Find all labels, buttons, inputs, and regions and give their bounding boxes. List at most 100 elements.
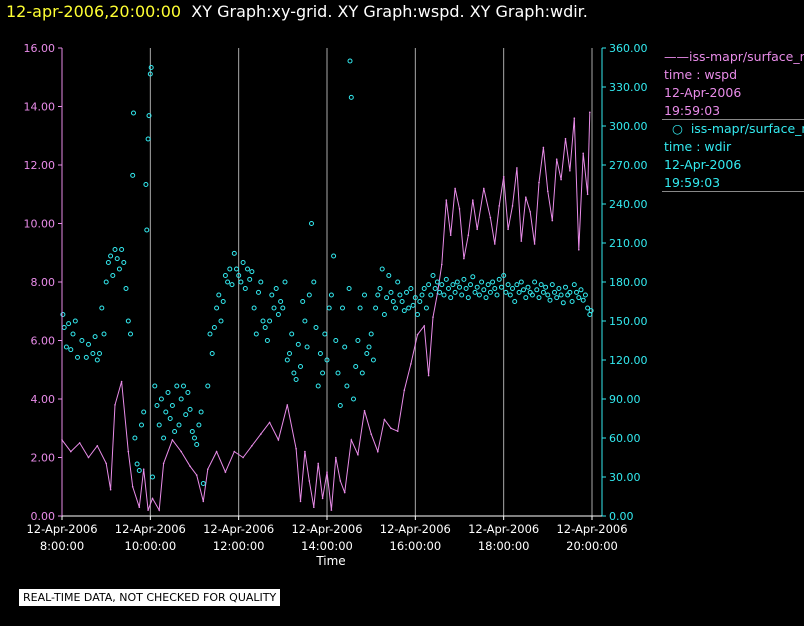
wspd-point bbox=[142, 468, 145, 471]
wdir-point bbox=[256, 289, 261, 295]
wdir-point bbox=[306, 292, 312, 298]
wspd-point bbox=[489, 216, 492, 219]
y-right-tick-label: 270.00 bbox=[609, 159, 648, 172]
wdir-point bbox=[92, 334, 98, 340]
wdir-point bbox=[331, 253, 337, 259]
wdir-point bbox=[99, 305, 105, 311]
wdir-point bbox=[94, 357, 100, 363]
wdir-point bbox=[251, 305, 257, 311]
wdir-point bbox=[121, 260, 127, 265]
wdir-point bbox=[375, 292, 381, 298]
x-tick-time: 20:00:00 bbox=[566, 539, 618, 553]
y-right-tick-label: 150.00 bbox=[609, 315, 648, 328]
wspd-point bbox=[582, 152, 584, 155]
wdir-point bbox=[379, 266, 385, 272]
wdir-point bbox=[311, 279, 317, 285]
wdir-point bbox=[218, 318, 224, 324]
wdir-point bbox=[139, 422, 144, 428]
x-tick-date: 12-Apr-2006 bbox=[115, 522, 186, 536]
wdir-point bbox=[264, 338, 270, 343]
wdir-point bbox=[479, 279, 485, 285]
wspd-point bbox=[138, 506, 141, 509]
wdir-point bbox=[340, 305, 345, 311]
wdir-point bbox=[143, 182, 149, 187]
y-left-tick-label: 10.00 bbox=[24, 218, 56, 231]
axes: 0.00 2.00 4.00 6.00 8.00 10.00 12.00 14.00 16.00… bbox=[24, 42, 648, 568]
wdir-point bbox=[454, 279, 460, 285]
wdir-point bbox=[112, 247, 118, 252]
wdir-point bbox=[373, 305, 379, 311]
wdir-point bbox=[395, 279, 401, 285]
wdir-point bbox=[61, 325, 67, 330]
wdir-point bbox=[236, 273, 242, 278]
wdir-point bbox=[419, 292, 425, 298]
x-tick-time: 12:00:00 bbox=[213, 539, 265, 553]
wspd-point bbox=[589, 111, 591, 114]
wdir-point bbox=[441, 292, 447, 298]
wdir-point bbox=[558, 292, 564, 298]
wdir-point bbox=[183, 412, 189, 418]
wdir-point bbox=[348, 94, 354, 100]
wdir-point bbox=[567, 289, 573, 295]
wdir-point bbox=[326, 305, 332, 311]
wspd-point bbox=[162, 462, 165, 465]
wspd-point bbox=[383, 418, 386, 421]
wdir-point bbox=[90, 351, 96, 356]
wspd-point bbox=[326, 471, 328, 473]
wdir-point bbox=[287, 351, 292, 356]
x-tick-time: 18:00:00 bbox=[478, 539, 530, 553]
wspd-point bbox=[147, 509, 149, 511]
wspd-point bbox=[151, 497, 154, 500]
wspd-point bbox=[299, 500, 302, 503]
wdir-point bbox=[328, 292, 334, 298]
y-left-tick-label: 4.00 bbox=[31, 393, 56, 406]
legend-divider bbox=[662, 119, 804, 120]
wdir-point bbox=[158, 396, 164, 402]
wspd-point bbox=[416, 333, 419, 336]
wdir-point bbox=[209, 351, 215, 356]
wdir-point bbox=[450, 282, 456, 288]
wdir-point bbox=[434, 279, 440, 285]
wdir-point bbox=[490, 279, 496, 285]
wspd-point bbox=[432, 316, 434, 318]
wdir-point bbox=[543, 284, 549, 290]
wspd-point bbox=[396, 430, 399, 433]
wdir-point bbox=[401, 308, 407, 314]
wdir-point bbox=[161, 435, 167, 441]
wdir-point bbox=[565, 292, 571, 298]
wdir-point bbox=[381, 312, 387, 317]
wspd-point bbox=[525, 196, 527, 198]
wdir-point bbox=[588, 308, 594, 314]
wdir-point bbox=[335, 370, 341, 376]
wdir-point bbox=[359, 370, 365, 376]
wdir-point bbox=[150, 474, 155, 480]
wdir-point bbox=[496, 276, 502, 282]
wdir-point bbox=[554, 295, 560, 301]
wspd-point bbox=[449, 234, 452, 236]
wspd-point bbox=[573, 117, 576, 119]
wdir-point bbox=[404, 289, 409, 295]
wdir-point bbox=[97, 351, 102, 356]
wdir-point bbox=[211, 325, 217, 330]
wdir-point bbox=[227, 266, 233, 272]
wspd-point bbox=[105, 462, 107, 465]
wdir-point bbox=[229, 282, 235, 288]
wdir-point bbox=[446, 286, 451, 291]
x-tick-date: 12-Apr-2006 bbox=[380, 522, 451, 536]
wdir-point bbox=[101, 331, 107, 337]
wdir-point bbox=[574, 289, 579, 295]
wspd-point bbox=[377, 450, 379, 453]
y-left-tick-label: 12.00 bbox=[24, 159, 56, 172]
wdir-point bbox=[362, 292, 367, 298]
wdir-point bbox=[333, 338, 339, 343]
wspd-point bbox=[202, 500, 205, 503]
y-right-tick-label: 300.00 bbox=[609, 120, 648, 133]
wdir-point bbox=[437, 289, 443, 295]
wdir-point bbox=[569, 299, 575, 304]
y-left-tick-label: 14.00 bbox=[24, 101, 56, 114]
wdir-point bbox=[470, 274, 476, 280]
wdir-point bbox=[505, 282, 511, 288]
wdir-point bbox=[552, 289, 557, 295]
wdir-point bbox=[231, 250, 237, 256]
